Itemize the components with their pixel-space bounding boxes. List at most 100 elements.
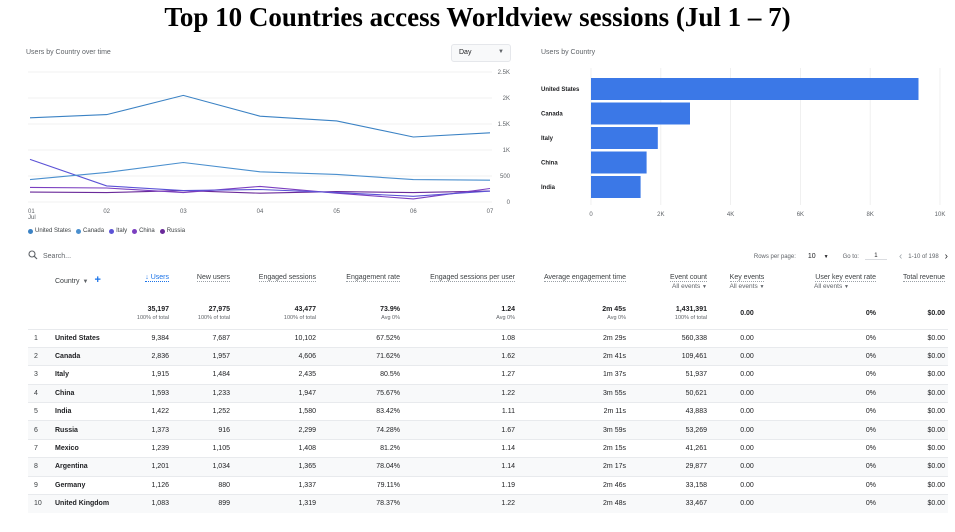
new-users-cell: 1,484 <box>172 365 233 385</box>
engaged-per-user-cell: 1.08 <box>403 328 518 348</box>
rank-cell: 10 <box>28 494 52 513</box>
revenue-cell: $0.00 <box>879 494 948 513</box>
country-dimension-header[interactable]: Country ▼ + <box>52 268 124 299</box>
user-key-rate-cell: 0% <box>784 494 879 513</box>
engaged-sessions-cell: 1,319 <box>233 494 319 513</box>
legend-item[interactable]: Russia <box>159 228 185 234</box>
revenue-header[interactable]: Total revenue <box>879 268 948 299</box>
key-events-header[interactable]: Key events All events ▼ <box>710 268 784 299</box>
country-cell[interactable]: Italy <box>52 365 124 385</box>
country-cell[interactable]: India <box>52 402 124 421</box>
engaged-sessions-cell: 1,947 <box>233 383 319 403</box>
key-events-cell: 0.00 <box>710 475 784 495</box>
x-tick-label: 06 <box>410 209 417 215</box>
engagement-rate-header[interactable]: Engagement rate <box>319 268 403 299</box>
country-cell[interactable]: China <box>52 383 124 403</box>
granularity-select[interactable]: Day ▼ <box>451 44 511 62</box>
new-users-cell: 916 <box>172 420 233 440</box>
rows-per-page-value: 10 <box>807 253 816 260</box>
legend-dot <box>28 228 33 234</box>
event-count-header[interactable]: Event count All events ▼ <box>629 268 710 299</box>
event-count-filter[interactable]: All events ▼ <box>632 283 707 290</box>
revenue-header-label: Total revenue <box>902 274 945 282</box>
engagement-rate-cell: 83.42% <box>319 402 403 421</box>
users-header-label: ↓ Users <box>145 274 169 282</box>
total-engagement-rate: 73.9% Avg 0% <box>319 299 403 329</box>
table-row[interactable]: 8 Argentina 1,201 1,034 1,365 78.04% 1.14 2m 17… <box>28 457 948 477</box>
table-row[interactable]: 2 Canada 2,836 1,957 4,606 71.62% 1.62 2m 41s 10… <box>28 346 948 366</box>
engaged-sessions-cell: 1,337 <box>233 475 319 495</box>
revenue-cell: $0.00 <box>879 457 948 477</box>
chevron-down-icon: ▼ <box>498 49 504 55</box>
legend-item[interactable]: China <box>132 228 155 234</box>
table-row[interactable]: 4 China 1,593 1,233 1,947 75.67% 1.22 3m 55s 50,… <box>28 383 948 403</box>
goto-input[interactable]: 1 <box>864 253 887 260</box>
x-tick-label: 4K <box>727 212 734 218</box>
country-cell[interactable]: Mexico <box>52 438 124 458</box>
legend-item[interactable]: Italy <box>109 228 127 234</box>
user-key-rate-header[interactable]: User key event rate All events ▼ <box>784 268 879 299</box>
table-row[interactable]: 9 Germany 1,126 880 1,337 79.11% 1.19 2m 46s 33,… <box>28 475 948 495</box>
revenue-cell: $0.00 <box>879 328 948 348</box>
engaged-per-user-cell: 1.67 <box>403 420 518 440</box>
y-tick-label: 1K <box>503 148 510 154</box>
engagement-rate-cell: 79.11% <box>319 475 403 495</box>
avg-time-cell: 2m 46s <box>518 475 629 495</box>
country-cell[interactable]: Canada <box>52 346 124 366</box>
series-line <box>29 158 491 197</box>
category-label: Canada <box>541 112 563 118</box>
table-row[interactable]: 1 United States 9,384 7,687 10,102 67.52% 1.08… <box>28 328 948 348</box>
total-revenue: $0.00 <box>927 310 945 318</box>
total-new-users: 27,975 100% of total <box>172 299 233 329</box>
engaged-sessions-cell: 10,102 <box>233 328 319 348</box>
users-header[interactable]: ↓ Users <box>124 268 172 299</box>
legend-item[interactable]: Canada <box>76 228 104 234</box>
table-row[interactable]: 6 Russia 1,373 916 2,299 74.28% 1.67 3m 59s 53,2… <box>28 420 948 440</box>
search-icon[interactable] <box>28 250 38 260</box>
total-event-count-value: 1,431,391 <box>675 306 707 314</box>
avg-time-header-label: Average engagement time <box>544 274 626 282</box>
key-events-filter[interactable]: All events ▼ <box>713 283 781 290</box>
add-dimension-icon[interactable]: + <box>94 274 101 286</box>
new-users-header[interactable]: New users <box>172 268 233 299</box>
table-row[interactable]: 10 United Kingdom 1,083 899 1,319 78.37% 1.22 2… <box>28 494 948 513</box>
key-events-filter-label: All events <box>729 283 758 290</box>
engaged-per-user-cell: 1.27 <box>403 365 518 385</box>
total-engaged-per-user-value: 1.24 <box>501 306 515 314</box>
country-cell[interactable]: Argentina <box>52 457 124 477</box>
rows-per-page-select[interactable]: 10 ▼ <box>802 253 829 260</box>
category-label: Italy <box>541 136 554 142</box>
event-count-filter-label: All events <box>672 283 701 290</box>
next-page-icon[interactable]: › <box>944 250 948 262</box>
engaged-sessions-header[interactable]: Engaged sessions <box>233 268 319 299</box>
total-engaged-sessions-value: 43,477 <box>294 306 316 314</box>
rank-cell: 2 <box>28 346 52 366</box>
user-key-rate-filter[interactable]: All events ▼ <box>787 283 876 290</box>
table-row[interactable]: 7 Mexico 1,239 1,105 1,408 81.2% 1.14 2m 15s 41,… <box>28 438 948 458</box>
country-cell[interactable]: United Kingdom <box>52 494 124 513</box>
table-row[interactable]: 3 Italy 1,915 1,484 2,435 80.5% 1.27 1m 37s 51,9… <box>28 365 948 385</box>
legend-item[interactable]: United States <box>28 228 71 234</box>
x-tick-label: 6K <box>797 212 804 218</box>
chevron-down-icon: ▼ <box>844 284 849 290</box>
key-events-cell: 0.00 <box>710 383 784 403</box>
revenue-cell: $0.00 <box>879 365 948 385</box>
table-row[interactable]: 5 India 1,422 1,252 1,580 83.42% 1.11 2m 11s 43,… <box>28 402 948 421</box>
engagement-rate-cell: 74.28% <box>319 420 403 440</box>
totals-row: 35,197 100% of total 27,975 100% of total … <box>28 299 948 329</box>
users-cell: 1,201 <box>124 457 172 477</box>
search-input[interactable]: Search... <box>43 253 72 260</box>
avg-time-cell: 2m 15s <box>518 438 629 458</box>
prev-page-icon[interactable]: ‹ <box>898 250 903 262</box>
key-events-cell: 0.00 <box>710 346 784 366</box>
engaged-sessions-cell: 1,365 <box>233 457 319 477</box>
event-count-cell: 109,461 <box>629 346 710 366</box>
avg-time-header[interactable]: Average engagement time <box>518 268 629 299</box>
engaged-per-user-header[interactable]: Engaged sessions per user <box>403 268 518 299</box>
country-cell[interactable]: Russia <box>52 420 124 440</box>
country-cell[interactable]: Germany <box>52 475 124 495</box>
new-users-cell: 880 <box>172 475 233 495</box>
user-key-rate-cell: 0% <box>784 365 879 385</box>
country-cell[interactable]: United States <box>52 328 124 348</box>
page-range: 1-10 of 198 <box>908 253 939 260</box>
